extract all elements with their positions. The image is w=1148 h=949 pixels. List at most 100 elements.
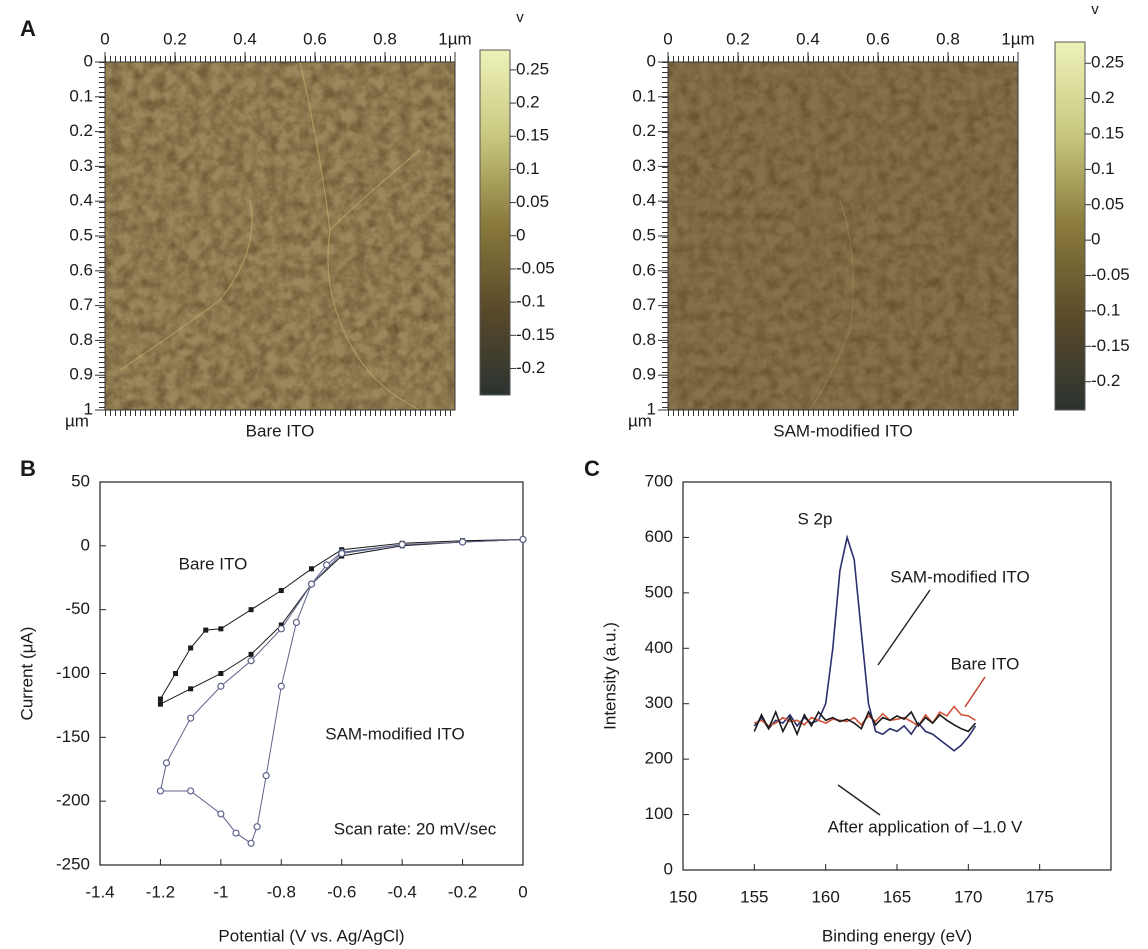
data-point — [203, 627, 209, 633]
colorbar-tick-label: 0.2 — [1091, 88, 1115, 107]
annotation: S 2p — [798, 509, 833, 528]
y-tick-label: 1 — [647, 399, 656, 418]
panel-label: C — [584, 456, 600, 481]
x-tick-label: -0.6 — [327, 882, 356, 901]
y-tick-label: 0.6 — [69, 260, 93, 279]
data-point — [323, 561, 331, 569]
colorbar — [1054, 41, 1086, 411]
colorbar-tick-label: 0.1 — [1091, 159, 1115, 178]
data-point — [278, 588, 284, 594]
x-tick-label: 0 — [518, 882, 527, 901]
y-axis-label: Current (μA) — [17, 627, 36, 721]
grain-boundary — [299, 61, 421, 411]
y-tick-label: 100 — [645, 804, 673, 823]
series-label: SAM-modified ITO — [325, 724, 465, 743]
x-tick-label: 0.6 — [866, 29, 890, 48]
data-point — [188, 645, 194, 651]
pointer-line — [837, 784, 881, 816]
x-tick-label: 0.4 — [233, 29, 257, 48]
colorbar-unit: v — [1091, 1, 1099, 18]
y-tick-label: 0.9 — [69, 365, 93, 384]
pointer-line — [964, 676, 986, 708]
x-tick-label: 175 — [1025, 887, 1053, 906]
x-tick-label: 0.4 — [796, 29, 820, 48]
colorbar-tick-label: 0.05 — [516, 192, 549, 211]
y-tick-label: -100 — [56, 663, 90, 682]
image-title: SAM-modified ITO — [773, 421, 913, 440]
data-point — [519, 535, 527, 544]
data-point — [173, 671, 179, 676]
y-tick-label: 0.5 — [632, 225, 656, 244]
y-tick-label: 0 — [81, 535, 90, 554]
y-tick-label: 0 — [84, 51, 93, 70]
y-tick-label: 0.5 — [69, 225, 93, 244]
series-line — [753, 709, 977, 737]
x-tick-label: 0.6 — [303, 29, 327, 48]
grain-boundary — [329, 149, 421, 231]
y-tick-label: 0.4 — [632, 191, 656, 210]
y-axis-label: Intensity (a.u.) — [600, 622, 619, 730]
series-line — [159, 539, 524, 705]
data-point — [248, 607, 254, 613]
y-tick-label: -150 — [56, 727, 90, 746]
colorbar-tick-label: -0.2 — [1091, 371, 1120, 390]
y-tick-label: 600 — [645, 527, 673, 546]
x-tick-label: 0.8 — [373, 29, 397, 48]
y-unit: µm — [628, 411, 652, 430]
x-tick-label: -1.4 — [85, 882, 114, 901]
data-point — [277, 625, 285, 633]
data-point — [156, 787, 165, 795]
colorbar-tick-label: -0.2 — [516, 358, 545, 377]
x-tick-label: -0.2 — [448, 882, 477, 901]
series-line — [753, 534, 977, 752]
colorbar-tick-label: 0.1 — [516, 159, 540, 178]
data-point — [262, 772, 270, 780]
colorbar-tick-label: -0.1 — [1091, 300, 1120, 319]
x-tick-label: 170 — [954, 887, 982, 906]
x-tick-label: -1 — [213, 882, 228, 901]
data-point — [338, 549, 346, 558]
y-tick-label: 0.2 — [632, 121, 656, 140]
colorbar-tick-label: 0.2 — [516, 93, 540, 112]
y-tick-label: 0.9 — [632, 365, 656, 384]
y-tick-label: 0 — [647, 51, 656, 70]
x-tick-label: -0.8 — [267, 882, 296, 901]
y-tick-label: 50 — [71, 471, 90, 490]
y-tick-label: 1 — [84, 399, 93, 418]
data-point — [247, 839, 255, 847]
colorbar-tick-label: -0.1 — [516, 292, 545, 311]
data-point — [247, 657, 255, 665]
data-point — [248, 651, 254, 657]
x-tick-label: 1µm — [1001, 29, 1034, 48]
data-point — [253, 823, 261, 831]
afm-image-texture — [105, 62, 455, 410]
colorbar-tick-label: -0.05 — [516, 258, 555, 277]
y-tick-label: 200 — [645, 749, 673, 768]
annotation: Scan rate: 20 mV/sec — [334, 819, 497, 838]
x-tick-label: 0.8 — [936, 29, 960, 48]
y-tick-label: 0.4 — [69, 191, 93, 210]
y-tick-label: 0 — [664, 859, 673, 878]
colorbar-tick-label: -0.05 — [1091, 265, 1130, 284]
y-tick-label: 0.1 — [632, 86, 656, 105]
x-tick-label: 0.2 — [163, 29, 187, 48]
x-tick-label: 160 — [811, 887, 839, 906]
y-tick-label: 300 — [645, 693, 673, 712]
data-point — [278, 622, 284, 628]
y-tick-label: 0.7 — [69, 295, 93, 314]
y-tick-label: 0.8 — [632, 330, 656, 349]
colorbar-tick-label: 0.25 — [516, 59, 549, 78]
data-point — [162, 759, 171, 767]
y-tick-label: -50 — [65, 599, 90, 618]
y-tick-label: -250 — [56, 854, 90, 873]
x-axis-label: Potential (V vs. Ag/AgCl) — [218, 926, 404, 945]
afm-image-texture — [668, 62, 1018, 410]
colorbar-unit: v — [516, 9, 524, 26]
data-point — [217, 682, 225, 690]
data-point — [309, 566, 314, 572]
plot-frame — [682, 481, 1112, 871]
x-tick-label: -0.4 — [387, 882, 416, 901]
data-point — [292, 618, 300, 627]
data-point — [187, 787, 195, 795]
colorbar — [479, 49, 511, 396]
